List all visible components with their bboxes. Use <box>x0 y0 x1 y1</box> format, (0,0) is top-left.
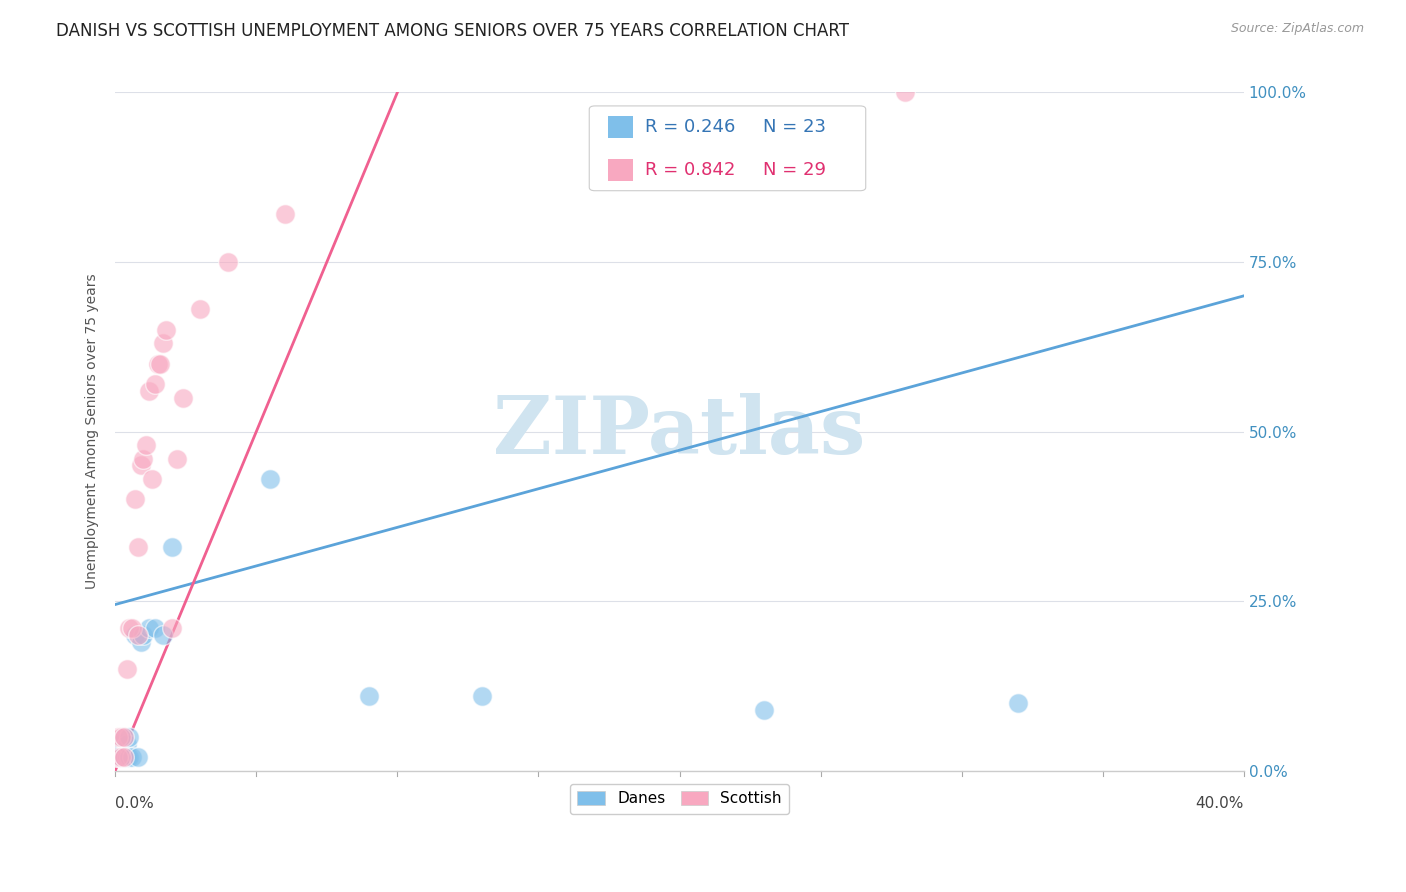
Point <box>112 730 135 744</box>
Point <box>894 86 917 100</box>
Point <box>471 689 494 703</box>
Point <box>107 750 129 764</box>
Point <box>121 621 143 635</box>
Point <box>129 458 152 473</box>
Point <box>217 255 239 269</box>
Point <box>188 302 211 317</box>
Point <box>112 750 135 764</box>
Point <box>115 750 138 764</box>
Point <box>129 635 152 649</box>
Point <box>143 621 166 635</box>
Point <box>127 628 149 642</box>
Point <box>127 750 149 764</box>
Point <box>1007 696 1029 710</box>
Point <box>166 451 188 466</box>
Point <box>273 207 295 221</box>
Point <box>118 730 141 744</box>
Point <box>112 730 135 744</box>
Legend: Danes, Scottish: Danes, Scottish <box>569 783 789 814</box>
Point <box>135 438 157 452</box>
Point <box>152 336 174 351</box>
Point <box>124 628 146 642</box>
Point <box>110 737 132 751</box>
Text: N = 29: N = 29 <box>763 161 827 178</box>
Text: 40.0%: 40.0% <box>1195 797 1244 812</box>
Point <box>141 472 163 486</box>
Point <box>118 621 141 635</box>
Point <box>359 689 381 703</box>
Point <box>146 357 169 371</box>
Text: ZIPatlas: ZIPatlas <box>494 392 866 470</box>
Text: N = 23: N = 23 <box>763 118 827 136</box>
Point <box>132 628 155 642</box>
Point <box>121 750 143 764</box>
Point <box>110 730 132 744</box>
Point <box>132 451 155 466</box>
Bar <box>609 159 633 180</box>
FancyBboxPatch shape <box>589 106 866 191</box>
Point <box>124 492 146 507</box>
Point <box>155 323 177 337</box>
Point <box>115 662 138 676</box>
Point <box>138 621 160 635</box>
Point <box>754 703 776 717</box>
Point <box>259 472 281 486</box>
Point <box>110 750 132 764</box>
Text: DANISH VS SCOTTISH UNEMPLOYMENT AMONG SENIORS OVER 75 YEARS CORRELATION CHART: DANISH VS SCOTTISH UNEMPLOYMENT AMONG SE… <box>56 22 849 40</box>
Point <box>149 357 172 371</box>
Text: R = 0.842: R = 0.842 <box>644 161 735 178</box>
Bar <box>609 116 633 137</box>
Point <box>152 628 174 642</box>
Y-axis label: Unemployment Among Seniors over 75 years: Unemployment Among Seniors over 75 years <box>86 274 100 590</box>
Text: Source: ZipAtlas.com: Source: ZipAtlas.com <box>1230 22 1364 36</box>
Point <box>160 621 183 635</box>
Point <box>110 750 132 764</box>
Point <box>107 750 129 764</box>
Text: R = 0.246: R = 0.246 <box>644 118 735 136</box>
Point <box>118 750 141 764</box>
Point <box>172 391 194 405</box>
Point <box>160 540 183 554</box>
Point <box>107 730 129 744</box>
Point <box>127 540 149 554</box>
Text: 0.0%: 0.0% <box>115 797 155 812</box>
Point <box>143 377 166 392</box>
Point <box>112 750 135 764</box>
Point <box>138 384 160 398</box>
Point <box>115 737 138 751</box>
